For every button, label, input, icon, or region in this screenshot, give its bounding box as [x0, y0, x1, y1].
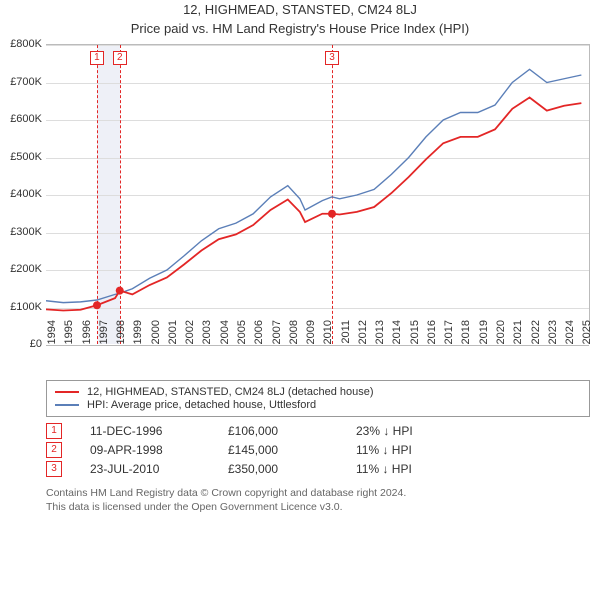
x-axis-label: 2018 — [460, 320, 472, 350]
x-axis-label: 2002 — [184, 320, 196, 350]
event-marker-box: 1 — [46, 423, 62, 439]
legend-item: 12, HIGHMEAD, STANSTED, CM24 8LJ (detach… — [55, 386, 581, 398]
legend-label: HPI: Average price, detached house, Uttl… — [87, 399, 316, 411]
event-price: £145,000 — [228, 443, 328, 457]
event-marker-box: 3 — [46, 461, 62, 477]
x-axis-label: 1994 — [46, 320, 58, 350]
x-axis-label: 1996 — [81, 320, 93, 350]
event-date: 23-JUL-2010 — [90, 462, 200, 476]
x-axis-label: 1999 — [132, 320, 144, 350]
legend-item: HPI: Average price, detached house, Uttl… — [55, 399, 581, 411]
event-row: 1 11-DEC-1996 £106,000 23% ↓ HPI — [46, 423, 590, 439]
y-axis-label: £700K — [10, 76, 42, 88]
x-axis-label: 2005 — [236, 320, 248, 350]
legend-swatch — [55, 404, 79, 406]
y-axis-label: £400K — [10, 188, 42, 200]
x-axis-label: 2013 — [374, 320, 386, 350]
x-axis-label: 2012 — [357, 320, 369, 350]
series-property — [46, 98, 581, 311]
x-axis-label: 2001 — [167, 320, 179, 350]
x-axis-label: 2014 — [391, 320, 403, 350]
x-axis-label: 2000 — [150, 320, 162, 350]
y-axis-label: £200K — [10, 263, 42, 275]
series-hpi — [46, 69, 581, 302]
price-chart: 123 £0£100K£200K£300K£400K£500K£600K£700… — [46, 44, 590, 374]
y-axis-label: £0 — [30, 338, 42, 350]
credit-line-2: This data is licensed under the Open Gov… — [46, 501, 590, 515]
x-axis-label: 1995 — [63, 320, 75, 350]
credit-line-1: Contains HM Land Registry data © Crown c… — [46, 487, 590, 501]
x-axis-label: 2024 — [564, 320, 576, 350]
sale-dot — [328, 210, 336, 218]
x-axis-label: 2025 — [581, 320, 593, 350]
legend-label: 12, HIGHMEAD, STANSTED, CM24 8LJ (detach… — [87, 386, 374, 398]
event-row: 2 09-APR-1998 £145,000 11% ↓ HPI — [46, 442, 590, 458]
sale-dot — [93, 301, 101, 309]
x-axis-label: 1998 — [115, 320, 127, 350]
x-axis-label: 2010 — [322, 320, 334, 350]
x-axis-label: 2007 — [271, 320, 283, 350]
event-marker-box: 2 — [46, 442, 62, 458]
x-axis-label: 1997 — [98, 320, 110, 350]
y-axis-label: £600K — [10, 113, 42, 125]
sale-dot — [116, 287, 124, 295]
x-axis-label: 2011 — [340, 320, 352, 350]
event-date: 11-DEC-1996 — [90, 424, 200, 438]
x-axis-label: 2019 — [478, 320, 490, 350]
y-axis-label: £500K — [10, 151, 42, 163]
gridline-y — [46, 345, 589, 346]
x-axis-label: 2003 — [201, 320, 213, 350]
legend-box: 12, HIGHMEAD, STANSTED, CM24 8LJ (detach… — [46, 380, 590, 417]
x-axis-label: 2023 — [547, 320, 559, 350]
event-price: £350,000 — [228, 462, 328, 476]
event-delta: 11% ↓ HPI — [356, 462, 412, 476]
x-axis-label: 2006 — [253, 320, 265, 350]
y-axis-label: £300K — [10, 226, 42, 238]
y-axis-label: £100K — [10, 301, 42, 313]
y-axis-label: £800K — [10, 38, 42, 50]
x-axis-label: 2020 — [495, 320, 507, 350]
event-date: 09-APR-1998 — [90, 443, 200, 457]
x-axis-label: 2017 — [443, 320, 455, 350]
address-title: 12, HIGHMEAD, STANSTED, CM24 8LJ — [0, 2, 600, 17]
legend-swatch — [55, 391, 79, 393]
credit-text: Contains HM Land Registry data © Crown c… — [46, 487, 590, 514]
event-price: £106,000 — [228, 424, 328, 438]
event-row: 3 23-JUL-2010 £350,000 11% ↓ HPI — [46, 461, 590, 477]
event-delta: 11% ↓ HPI — [356, 443, 412, 457]
x-axis-label: 2009 — [305, 320, 317, 350]
x-axis-label: 2022 — [530, 320, 542, 350]
x-axis-label: 2004 — [219, 320, 231, 350]
chart-subtitle: Price paid vs. HM Land Registry's House … — [0, 21, 600, 36]
event-delta: 23% ↓ HPI — [356, 424, 413, 438]
chart-lines — [46, 45, 590, 345]
x-axis-label: 2008 — [288, 320, 300, 350]
x-axis-label: 2021 — [512, 320, 524, 350]
events-table: 1 11-DEC-1996 £106,000 23% ↓ HPI 2 09-APR-199… — [46, 423, 590, 477]
x-axis-label: 2016 — [426, 320, 438, 350]
x-axis-label: 2015 — [409, 320, 421, 350]
